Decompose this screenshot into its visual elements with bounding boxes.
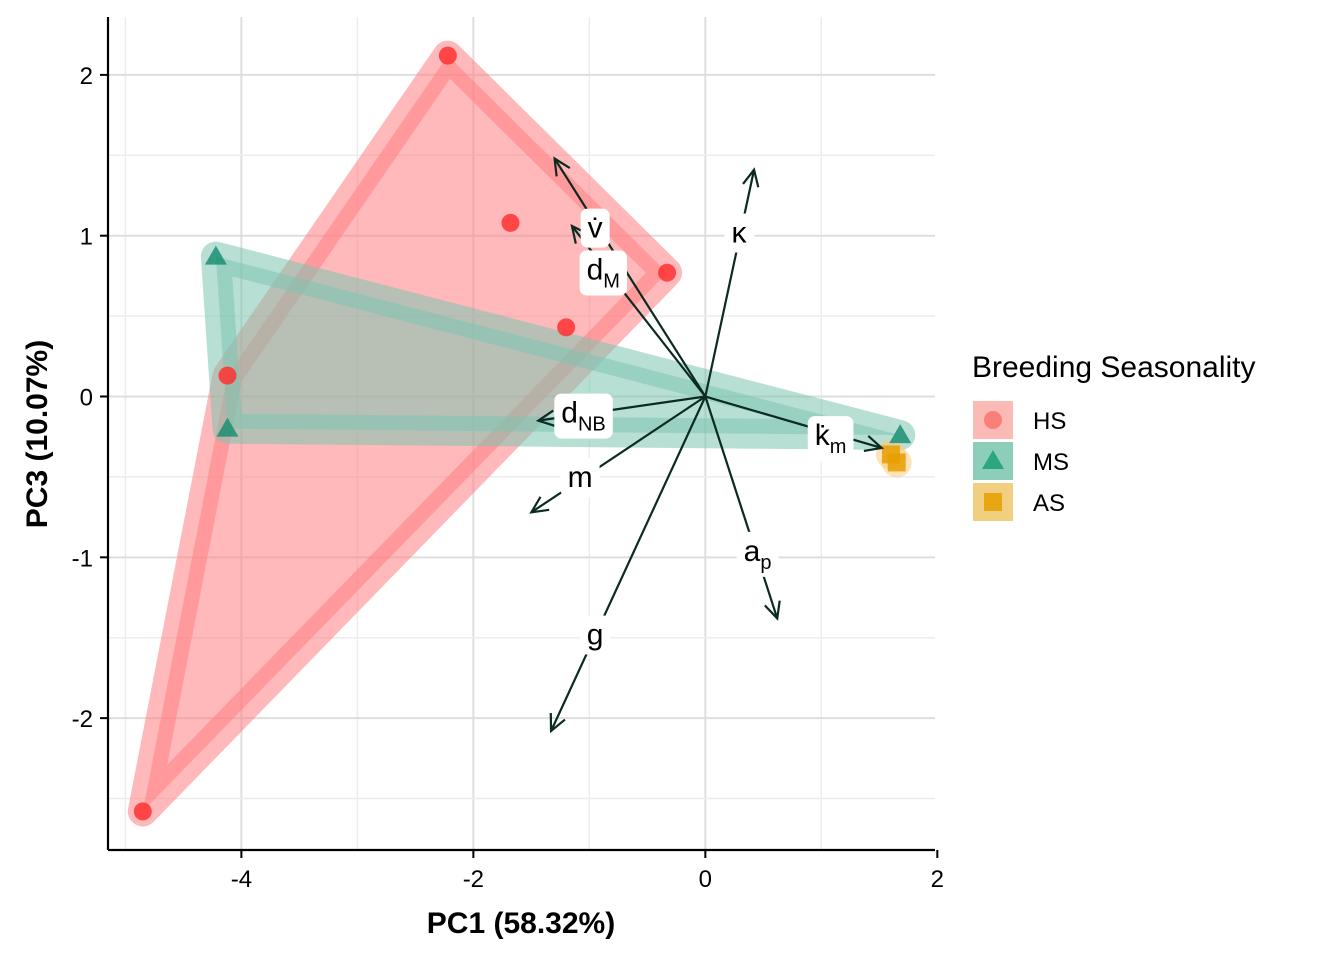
legend-label: HS [1033,408,1066,435]
loading-label: ap [736,531,779,577]
loading-label-box [807,416,854,462]
loading-label-text: ap [744,535,772,574]
loading-arrowhead [863,435,885,453]
loading-label-main: k̇ [815,419,831,452]
legend-marker [984,411,1002,429]
loading-label-main: g [587,619,604,652]
point-MS [216,417,239,437]
loading-arrowhead [742,167,760,188]
legend: Breeding Seasonality HS MS AS [972,351,1256,521]
point-HS [658,263,677,282]
point-HS [501,213,520,232]
loading-label-main: κ [731,216,747,249]
loading-label-text: dNB [561,397,605,436]
x-tick-label: -4 [231,866,252,893]
y-tick-label: 0 [80,385,93,412]
loading-label-box [560,457,600,497]
loading-label: g [579,615,611,655]
loading-label-main: d [587,253,604,286]
point-MS [889,424,912,444]
loading-arrowhead [529,496,550,514]
loading-label: κ [724,213,755,253]
legend-marker [982,450,1004,469]
loading-label-text: g [587,619,604,652]
data-points [133,46,912,821]
y-tick-label: 1 [80,224,93,251]
point-HS [218,366,237,385]
loading-label: v̇ [580,208,610,248]
loading-arrowhead [553,156,571,177]
loading-label: dM [579,250,627,296]
group-hulls [127,40,916,827]
y-axis-title: PC3 (10.07%) [21,340,54,528]
loading-label-main: v̇ [588,212,603,245]
loading-label-text: k̇m [815,419,847,458]
loading-label-text: m [568,461,593,494]
legend-label: AS [1033,490,1065,517]
loading-label-text: κ [731,216,747,249]
legend-item-AS: AS [973,483,1065,521]
loading-label: m [560,457,600,497]
loading-label-text: dM [587,253,620,292]
loading-label-sub: M [603,270,620,292]
loading-label: dNB [554,393,613,439]
point-AS [887,453,906,472]
point-MS [204,245,227,265]
loading-label: k̇m [807,416,854,462]
loading-arrow [704,396,779,619]
loading-label-main: a [744,535,761,568]
loading-label-main: m [568,461,593,494]
legend-label: MS [1033,449,1069,476]
loading-label-text: v̇ [588,212,603,245]
loading-arrowhead [535,409,556,428]
loading-arrow [704,169,756,397]
loading-arrow [530,395,706,514]
x-tick-label: 0 [699,866,712,893]
loading-label-box [736,531,779,577]
loading-label-main: d [561,397,578,430]
loading-label-box [579,615,611,655]
point-HS [133,802,152,821]
point-HS [438,46,457,65]
loading-label-sub: NB [578,414,606,436]
axes: -4 -2 0 2 -2 -1 0 1 2 [72,17,944,893]
loading-arrowhead [764,600,781,621]
loading-label-sub: p [760,552,771,574]
legend-title: Breeding Seasonality [972,351,1256,384]
y-tick-label: 2 [80,63,93,90]
loading-label-sub: m [830,436,847,458]
loading-label-box [724,213,755,253]
legend-entries: HS MS AS [973,401,1069,521]
x-tick-label: 2 [931,866,944,893]
legend-item-MS: MS [973,442,1069,480]
loading-arrow [550,396,707,732]
loading-arrow [553,157,707,398]
x-axis-title: PC1 (58.32%) [427,907,615,940]
loading-arrowhead [549,712,566,734]
loading-label-box [554,393,613,439]
y-tick-label: -1 [72,545,93,572]
x-tick-label: -2 [463,866,484,893]
loading-label-box [579,250,627,296]
point-HS [557,318,576,337]
legend-item-HS: HS [973,401,1066,439]
y-tick-label: -2 [72,706,93,733]
legend-marker [984,493,1002,511]
loading-label-box [580,208,610,248]
